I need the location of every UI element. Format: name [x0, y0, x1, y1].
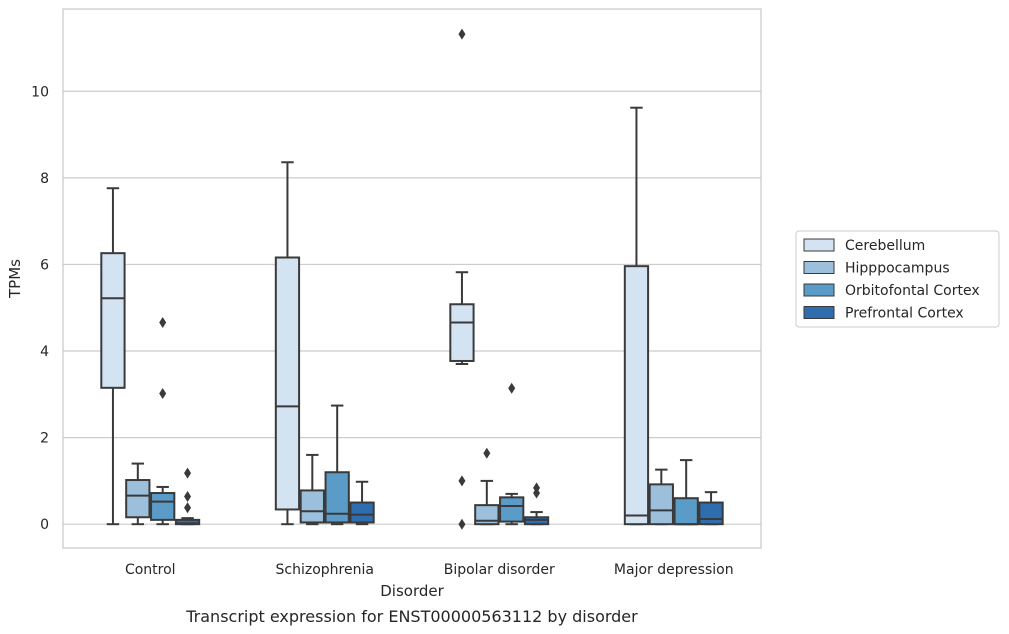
box-iqr: [623, 265, 650, 526]
legend-label: Orbitofontal Cortex: [845, 283, 980, 299]
box-prefrontal-cortex: [698, 491, 724, 526]
box-iqr: [673, 497, 699, 526]
outlier-point: [184, 502, 192, 514]
outlier-point: [483, 447, 491, 459]
box-orbitofontal-cortex: [150, 316, 176, 526]
box-cerebellum: [623, 106, 650, 526]
box-orbitofontal-cortex: [324, 404, 350, 526]
y-tick-label: 4: [40, 344, 49, 360]
box-iqr: [349, 501, 375, 524]
box-iqr: [299, 489, 325, 524]
outlier-point: [184, 490, 192, 502]
box-hipppocampus: [299, 453, 325, 526]
box-iqr: [150, 492, 176, 521]
box-cerebellum: [274, 161, 301, 526]
box-iqr: [100, 252, 126, 389]
x-tick-label: Bipolar disorder: [444, 562, 555, 578]
box-cerebellum: [100, 187, 126, 526]
grid-lines: [63, 90, 761, 525]
box-iqr: [499, 496, 525, 523]
outlier-point: [533, 487, 541, 499]
box-iqr: [449, 303, 475, 362]
legend-swatch: [803, 306, 835, 319]
box-iqr: [474, 504, 500, 526]
box-orbitofontal-cortex: [673, 459, 699, 526]
box-iqr: [274, 256, 301, 511]
legend-label: Cerebellum: [845, 238, 925, 254]
chart-caption: Transcript expression for ENST0000056311…: [185, 607, 638, 626]
box-hipppocampus: [648, 468, 674, 526]
outlier-point: [458, 518, 466, 530]
plot-frame: [62, 8, 762, 549]
outlier-point: [458, 475, 466, 487]
outlier-point: [458, 28, 466, 40]
box-cerebellum: [449, 28, 475, 530]
y-tick-labels: 0 2 4 6 8 10: [31, 84, 49, 533]
box-iqr: [125, 479, 151, 519]
box-prefrontal-cortex: [523, 482, 550, 526]
y-tick-label: 6: [40, 257, 49, 273]
x-axis-label: Disorder: [380, 582, 444, 600]
box-orbitofontal-cortex: [499, 382, 525, 526]
box-iqr: [648, 483, 674, 526]
box-prefrontal-cortex: [349, 480, 375, 526]
box-layer: [100, 28, 724, 530]
legend: Cerebellum Hipppocampus Orbitofontal Corte…: [795, 230, 1000, 328]
y-tick-label: 8: [40, 171, 49, 187]
legend-swatch: [803, 261, 835, 274]
x-tick-label: Major depression: [614, 562, 734, 578]
y-tick-label: 0: [40, 517, 49, 533]
legend-label: Hipppocampus: [845, 261, 950, 277]
box-prefrontal-cortex: [174, 467, 201, 526]
y-tick-label: 10: [31, 84, 49, 100]
y-tick-label: 2: [40, 431, 49, 447]
outlier-point: [184, 467, 192, 479]
outlier-point: [159, 387, 167, 399]
box-iqr: [698, 501, 724, 526]
x-tick-label: Control: [125, 562, 176, 578]
legend-swatch: [803, 283, 835, 297]
x-tick-labels: Control Schizophrenia Bipolar disorder Majo…: [125, 562, 734, 578]
x-tick-label: Schizophrenia: [276, 562, 374, 578]
legend-frame: [795, 230, 1000, 328]
outlier-point: [508, 382, 516, 394]
legend-label: Prefrontal Cortex: [845, 306, 964, 322]
outlier-point: [159, 316, 167, 328]
box-hipppocampus: [474, 447, 500, 526]
box-hipppocampus: [125, 462, 151, 526]
box-iqr: [324, 471, 350, 524]
legend-swatch: [803, 238, 835, 252]
y-axis-label: TPMs: [6, 259, 24, 299]
